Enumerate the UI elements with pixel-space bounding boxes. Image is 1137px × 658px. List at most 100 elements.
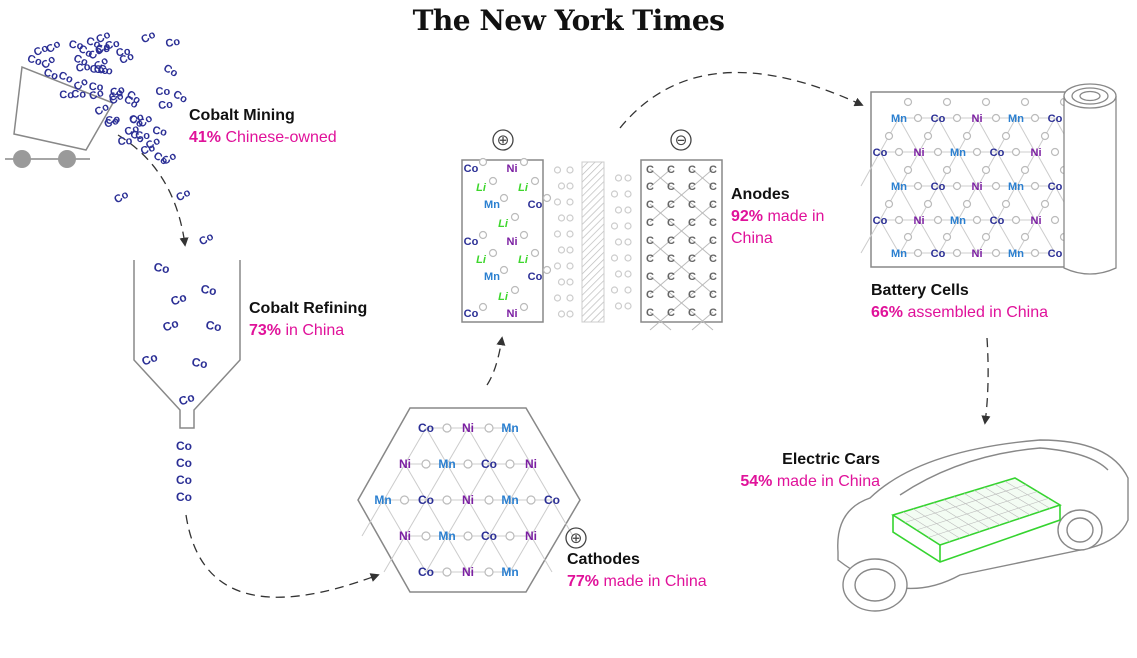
- lattice-node: [463, 531, 473, 541]
- stage-stat: 77% made in China: [567, 573, 707, 590]
- lattice-node: [566, 214, 574, 222]
- cobalt-atom: Co: [169, 290, 189, 309]
- manganese-atom: Mn: [891, 181, 907, 193]
- carbon-atom: C: [667, 217, 675, 229]
- lattice-node: [614, 270, 623, 278]
- stage-title: Electric Cars: [782, 451, 880, 468]
- lattice-node: [478, 157, 488, 167]
- cobalt-atom: Co: [117, 135, 133, 148]
- lattice-node: [972, 215, 982, 225]
- lattice-node: [991, 181, 1001, 191]
- lattice-bond: [996, 219, 1017, 254]
- lattice-node: [557, 214, 566, 222]
- cobalt-atom: Co: [161, 62, 180, 80]
- cobalt-atom: Co: [89, 63, 105, 76]
- lattice-node: [519, 230, 529, 240]
- lattice-node: [542, 265, 552, 275]
- lattice-node: [1050, 147, 1060, 157]
- lattice-node: [488, 248, 498, 258]
- cobalt-atom: Co: [105, 113, 122, 127]
- lattice-bond: [509, 499, 532, 537]
- lattice-node: [553, 262, 562, 270]
- cobalt-atom: Co: [165, 36, 182, 51]
- lattice-node: [519, 302, 529, 312]
- lattice-bond: [1035, 219, 1056, 254]
- flow-arrows: [117, 71, 991, 598]
- battery-grid-line: [904, 484, 1027, 523]
- nickel-atom: Ni: [507, 236, 518, 248]
- cobalt-atom: Co: [464, 308, 479, 320]
- cobalt-atom: Co: [873, 215, 888, 227]
- lattice-node: [933, 215, 943, 225]
- cobalt-atom: Co: [197, 230, 216, 248]
- lattice-node: [530, 176, 540, 186]
- lattice-node: [614, 174, 623, 182]
- lattice-node: [981, 165, 991, 175]
- lattice-bond: [467, 499, 490, 537]
- lattice-node: [624, 302, 632, 310]
- cobalt-atom: Co: [464, 163, 479, 175]
- lattice-bond: [649, 168, 672, 188]
- lattice-bond: [898, 185, 919, 221]
- carbon-atom: C: [667, 235, 675, 247]
- lattice-bond: [649, 275, 672, 295]
- cell-positive-terminal-icon: ⊕: [492, 129, 514, 151]
- lattice-node: [1040, 131, 1050, 141]
- lattice-node: [913, 113, 923, 123]
- stage-stat: 92% made in China: [731, 208, 825, 247]
- carbon-atom: C: [667, 253, 675, 265]
- lattice-node: [1050, 215, 1060, 225]
- lattice-node: [923, 131, 933, 141]
- cobalt-atom: Co: [123, 123, 141, 139]
- lattice-node: [499, 193, 509, 203]
- cobalt-atom: Co: [88, 87, 106, 103]
- stage-electric-cars: Electric Cars 54% made in China: [720, 449, 880, 493]
- cobalt-atom: Co: [68, 39, 84, 53]
- cobalt-atom: Co: [42, 66, 60, 83]
- lattice-node: [923, 199, 933, 209]
- cathode-positive-icon: ⊕: [565, 527, 587, 549]
- carbon-atom: C: [688, 253, 696, 265]
- manganese-atom: Mn: [501, 565, 518, 579]
- lattice-node: [519, 157, 529, 167]
- cobalt-atom: Co: [109, 83, 127, 99]
- lattice-node: [972, 147, 982, 157]
- lattice-node: [624, 254, 632, 262]
- cell-negative-terminal-icon: ⊖: [670, 129, 692, 151]
- cobalt-atom: Co: [176, 439, 192, 453]
- lattice-bond: [649, 239, 672, 259]
- carbon-atom: C: [688, 235, 696, 247]
- lattice-bond: [446, 499, 469, 537]
- lattice-node: [884, 199, 894, 209]
- lithium-atom: Li: [498, 291, 509, 303]
- stage-stat: 66% assembled in China: [871, 304, 1048, 321]
- cobalt-atom: Co: [151, 124, 168, 139]
- cobalt-atom: Co: [418, 421, 434, 435]
- lattice-node: [505, 459, 515, 469]
- stage-title: Cobalt Refining: [249, 300, 368, 317]
- lattice-bond: [446, 427, 469, 465]
- lattice-bond: [937, 117, 958, 153]
- cobalt-atom: Co: [176, 473, 192, 487]
- lattice-node: [624, 190, 632, 198]
- cobalt-atom: Co: [115, 45, 131, 59]
- lattice-bond: [509, 535, 532, 573]
- cobalt-atom: Co: [191, 355, 209, 372]
- lattice-bond: [488, 427, 511, 465]
- lattice-node: [484, 567, 494, 577]
- lattice-node: [526, 495, 536, 505]
- stage-anodes: Anodes 92% made in China: [731, 184, 831, 250]
- manganese-atom: Mn: [438, 457, 455, 471]
- battery-grid-line: [916, 491, 1038, 531]
- cobalt-atom: Co: [931, 181, 946, 193]
- lattice-bond: [670, 293, 693, 313]
- carbon-atom: C: [667, 199, 675, 211]
- lattice-bond: [530, 499, 553, 537]
- cobalt-atom: Co: [139, 142, 157, 158]
- lattice-bond: [425, 535, 448, 573]
- carbon-atom: C: [646, 307, 654, 319]
- lattice-node: [942, 97, 952, 107]
- lattice-node: [624, 286, 632, 294]
- mining-cart-icon: [5, 65, 115, 168]
